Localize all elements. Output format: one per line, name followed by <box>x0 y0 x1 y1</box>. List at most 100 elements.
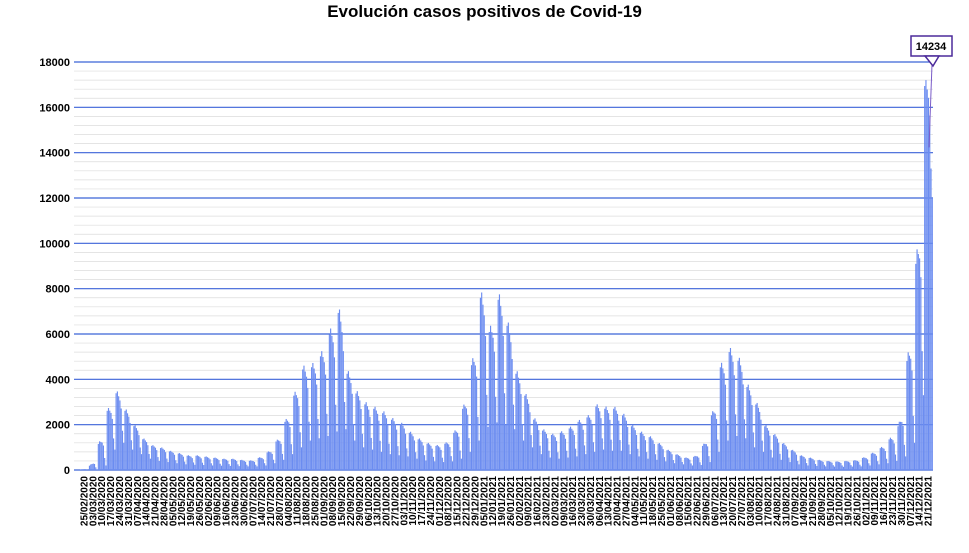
bar <box>370 437 372 470</box>
bar <box>609 419 611 470</box>
x-tick-label: 31/08/2021 <box>781 476 792 526</box>
bar <box>344 402 346 470</box>
bar <box>440 449 442 470</box>
bar <box>808 457 810 470</box>
bar <box>696 456 699 470</box>
bar <box>453 432 455 470</box>
bar <box>540 454 542 470</box>
bar <box>651 438 653 470</box>
bar <box>439 447 441 470</box>
bar <box>595 406 597 470</box>
x-tick-label: 18/05/2021 <box>648 476 659 526</box>
bar <box>557 452 559 470</box>
bar <box>618 420 620 470</box>
bar <box>478 440 480 470</box>
bar <box>374 406 376 470</box>
bar <box>364 404 366 470</box>
y-tick-label: 14000 <box>39 148 70 160</box>
bar <box>445 442 447 470</box>
bar <box>698 457 700 470</box>
x-tick-label: 23/06/2020 <box>230 476 241 526</box>
bar <box>354 440 356 470</box>
bar <box>144 440 146 470</box>
bar <box>797 460 799 470</box>
y-tick-label: 18000 <box>39 57 70 69</box>
bar <box>785 446 787 470</box>
bar <box>313 368 315 470</box>
bar <box>501 315 503 470</box>
bar <box>463 404 465 470</box>
bar <box>813 460 815 470</box>
x-tick-label: 21/12/2021 <box>924 476 935 526</box>
bar <box>115 393 117 470</box>
x-tick-label: 28/09/2021 <box>817 476 828 526</box>
bar <box>286 420 289 470</box>
bar <box>807 465 809 470</box>
bar <box>779 453 781 470</box>
bar <box>411 434 413 470</box>
bar <box>487 426 489 470</box>
bar <box>248 460 250 470</box>
bar <box>745 438 747 470</box>
bar <box>925 80 927 470</box>
x-tick-label: 21/07/2020 <box>266 476 277 526</box>
bar <box>668 451 671 470</box>
bar <box>812 459 814 470</box>
bar <box>826 461 828 470</box>
bar <box>823 464 825 470</box>
bar <box>191 458 193 470</box>
bar <box>311 367 313 470</box>
bar <box>104 457 106 470</box>
bar <box>648 437 650 470</box>
bar <box>868 463 870 470</box>
bar <box>679 456 681 470</box>
bar <box>693 456 695 470</box>
bar <box>806 463 808 470</box>
bar <box>126 413 129 470</box>
chart-title: Evolución casos positivos de Covid-19 <box>327 2 642 21</box>
bar <box>138 435 140 470</box>
bar <box>605 406 607 470</box>
bar <box>723 373 725 470</box>
x-tick-label: 12/10/2021 <box>835 476 846 526</box>
bar <box>441 457 443 470</box>
bar <box>299 432 301 470</box>
bar <box>634 430 636 470</box>
bar <box>576 456 578 470</box>
bar <box>284 421 286 470</box>
x-tick-label: 16/03/2021 <box>568 476 579 526</box>
bar <box>729 347 732 470</box>
x-tick-label: 25/08/2020 <box>310 476 321 526</box>
bar <box>535 421 537 470</box>
x-tick-label: 17/03/2020 <box>106 476 117 526</box>
bar <box>869 465 871 470</box>
bar <box>627 426 629 470</box>
x-tick-label: 28/04/2020 <box>159 476 170 526</box>
bar <box>676 454 678 470</box>
x-tick-label: 16/11/2021 <box>879 476 890 526</box>
bar <box>227 460 229 470</box>
bar <box>548 450 550 470</box>
bar <box>357 396 360 470</box>
bar <box>552 433 554 470</box>
bar <box>92 463 94 470</box>
bar <box>305 376 308 470</box>
bar <box>688 458 690 470</box>
x-tick-label: 09/02/2021 <box>524 476 535 526</box>
bar <box>148 453 150 470</box>
bar <box>110 412 112 470</box>
bar <box>142 439 144 470</box>
bar <box>742 384 744 470</box>
bar <box>397 446 399 470</box>
bar <box>234 459 237 470</box>
bar <box>333 357 336 470</box>
bar <box>222 459 224 470</box>
bar <box>917 254 919 470</box>
x-tick-label: 01/09/2020 <box>319 476 330 526</box>
bar <box>95 467 97 470</box>
bar <box>873 453 875 470</box>
bar <box>781 443 784 470</box>
bar <box>741 371 743 470</box>
x-tick-label: 28/07/2020 <box>275 476 286 526</box>
bar <box>406 448 408 470</box>
